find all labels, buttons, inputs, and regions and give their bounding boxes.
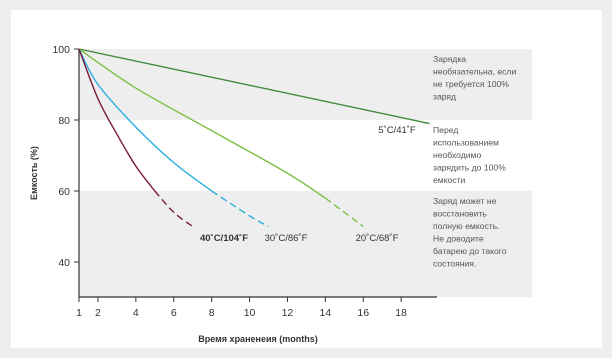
y-tick-label: 100 <box>52 44 70 56</box>
series-line-0 <box>78 48 430 125</box>
bands: Зарядка необязательна, если не требуется 1… <box>79 49 532 297</box>
band-2-text-2: полную емкость. <box>433 221 500 231</box>
series-line-dashed-1 <box>324 197 364 228</box>
x-tick-label: 4 <box>133 307 139 319</box>
x-tick-label: 18 <box>395 307 407 319</box>
band-0 <box>79 49 532 120</box>
x-tick-label: 2 <box>95 307 101 319</box>
band-1-text-4: емкости <box>433 175 466 185</box>
band-2-text-4: батарею до такого <box>433 246 507 256</box>
band-2-text-1: восстановить <box>433 209 487 219</box>
series-lines <box>78 48 430 228</box>
band-2-text-0: Заряд может не <box>433 196 497 206</box>
x-axis-title: Время храненеия (months) <box>198 334 317 344</box>
band-2 <box>79 191 532 297</box>
series-line-solid-3 <box>78 48 156 192</box>
y-tick-label: 80 <box>58 115 70 127</box>
band-1 <box>79 120 532 191</box>
series-line-solid-1 <box>78 48 326 199</box>
band-1-text-0: Перед <box>433 125 458 135</box>
y-tick-label: 40 <box>58 257 70 269</box>
x-tick-label: 6 <box>171 307 177 319</box>
x-tick-label: 10 <box>244 307 256 319</box>
x-tick-label: 12 <box>282 307 294 319</box>
band-2-text-5: состояния. <box>433 259 476 269</box>
y-tick-label: 60 <box>58 186 70 198</box>
band-0-text-0: Зарядка <box>433 54 466 64</box>
band-1-text-2: необходимо <box>433 150 481 160</box>
x-tick-label: 8 <box>209 307 215 319</box>
series-line-solid-2 <box>78 48 213 192</box>
band-0-text-1: необязательна, если <box>433 67 516 77</box>
series-line-dashed-3 <box>154 190 194 228</box>
series-label-0: 5˚C/41˚F <box>378 125 416 136</box>
band-0-text-3: заряд <box>433 92 456 102</box>
x-tick-label: 1 <box>76 307 82 319</box>
series-line-dashed-2 <box>211 190 269 228</box>
x-tick-label: 14 <box>320 307 332 319</box>
series-label-2: 30˚C/86˚F <box>265 233 308 244</box>
band-1-text-1: использованием <box>433 138 499 148</box>
y-axis-title: Емкость (%) <box>29 146 39 200</box>
labels: 5˚C/41˚F 20˚C/68˚F 30˚C/86˚F 40˚C/104˚F <box>200 125 416 244</box>
series-label-1: 20˚C/68˚F <box>356 233 399 244</box>
band-0-text-2: не требуется 100% <box>433 79 509 89</box>
series-label-3: 40˚C/104˚F <box>200 233 248 244</box>
band-1-text-3: зарядить до 100% <box>433 163 506 173</box>
band-2-text-3: Не доводите <box>433 234 484 244</box>
x-tick-label: 16 <box>357 307 369 319</box>
